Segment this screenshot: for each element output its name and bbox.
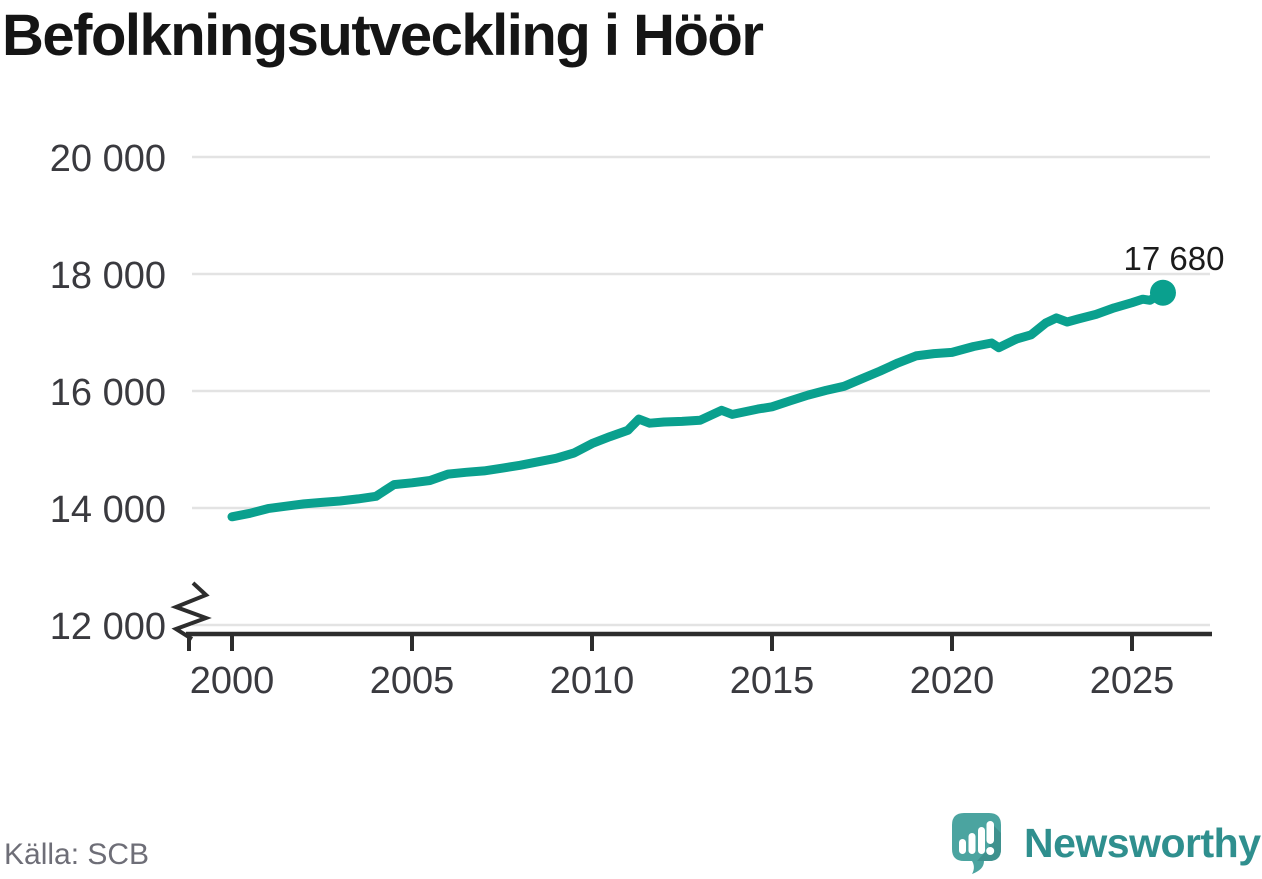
y-tick-label-18000: 18 000 [49, 255, 166, 297]
newsworthy-wordmark: Newsworthy [1024, 820, 1261, 866]
y-tick-label-12000: 12 000 [49, 606, 166, 648]
latest-value-label: 17 680 [1123, 240, 1225, 277]
gridlines [192, 155, 1210, 627]
logo-bar-chart-glyph [959, 827, 985, 854]
series-end-dot [1149, 279, 1176, 306]
source-note: Källa: SCB [4, 838, 150, 871]
population-series-line [227, 288, 1168, 522]
newsworthy-logo-icon [952, 813, 1001, 874]
y-axis-break-icon [170, 581, 212, 641]
x-tick-label-2005: 2005 [369, 660, 455, 702]
y-tick-label-16000: 16 000 [49, 372, 166, 414]
logo-exclamation-glyph [986, 821, 995, 855]
x-tick-label-2000: 2000 [189, 660, 275, 702]
x-tick-label-2020: 2020 [909, 660, 995, 702]
y-tick-label-14000: 14 000 [49, 489, 166, 531]
x-tick-label-2025: 2025 [1089, 660, 1175, 702]
y-tick-label-20000: 20 000 [49, 138, 166, 180]
x-axis [186, 631, 1212, 651]
chart-title: Befolkningsutveckling i Höör [2, 3, 764, 68]
logo-bubble-shadow [977, 824, 1001, 861]
x-tick-label-2010: 2010 [549, 660, 635, 702]
newsworthy-brand: Newsworthy [948, 808, 1261, 878]
x-tick-label-2015: 2015 [729, 660, 815, 702]
